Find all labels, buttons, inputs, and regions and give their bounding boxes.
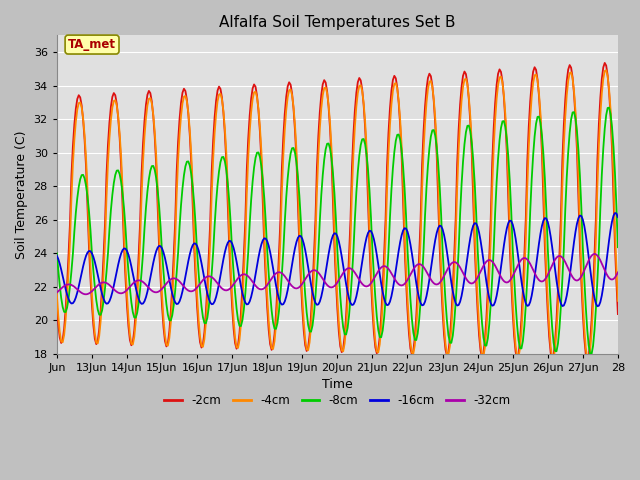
Y-axis label: Soil Temperature (C): Soil Temperature (C)	[15, 130, 28, 259]
Legend: -2cm, -4cm, -8cm, -16cm, -32cm: -2cm, -4cm, -8cm, -16cm, -32cm	[159, 389, 515, 411]
X-axis label: Time: Time	[322, 378, 353, 391]
Title: Alfalfa Soil Temperatures Set B: Alfalfa Soil Temperatures Set B	[219, 15, 456, 30]
Text: TA_met: TA_met	[68, 38, 116, 51]
